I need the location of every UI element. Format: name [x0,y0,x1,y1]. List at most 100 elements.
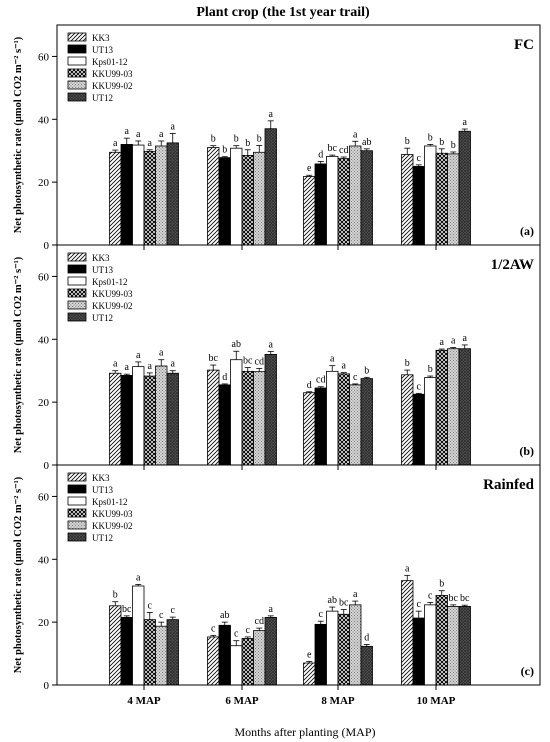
bar [349,384,362,466]
significance-label: a [159,129,164,140]
bar [337,613,350,686]
legend-swatch [67,532,87,542]
bar [424,377,437,466]
condition-label: FC [514,37,534,53]
bar [109,605,122,686]
legend-entry: Kps01-12 [92,57,128,67]
significance-label: ab [232,339,241,350]
legend-entry: UT12 [92,533,113,543]
bar [109,372,122,466]
legend-entry: KK3 [92,473,110,483]
bar [314,163,327,246]
bar [303,176,316,246]
bar [120,617,133,686]
significance-label: bc [243,356,253,367]
significance-label: d [318,149,323,160]
significance-label: c [319,609,324,620]
significance-label: ab [362,137,371,148]
significance-label: bc [328,143,338,154]
y-tick-label: 20 [38,617,50,629]
bar [241,638,254,686]
significance-label: d [307,380,312,391]
significance-label: c [353,372,358,383]
significance-label: b [113,590,118,601]
legend-entry: KKU99-02 [92,521,133,531]
condition-label: 1/2AW [491,257,534,273]
significance-label: a [159,348,164,359]
legend-entry: KKU99-02 [92,81,133,91]
bar [155,625,168,686]
significance-label: a [125,362,130,373]
legend-swatch [67,32,87,42]
bar [207,369,220,466]
significance-label: a [136,350,141,361]
y-tick-label: 40 [38,554,50,566]
figure-title: Plant crop (the 1st year trail) [196,5,370,20]
significance-label: c [159,610,164,621]
bar [401,374,414,466]
bar [155,365,168,466]
y-tick-label: 20 [38,177,50,189]
bar [337,373,350,466]
bar [132,144,145,246]
legend-swatch [67,312,87,322]
bar [424,145,437,246]
significance-label: b [234,134,239,145]
legend-swatch [67,508,87,518]
significance-label: a [113,138,118,149]
significance-label: ab [328,595,337,606]
bar [166,372,179,466]
significance-label: a [136,572,141,583]
significance-label: bc [460,593,470,604]
significance-label: a [451,335,456,346]
significance-label: b [245,138,250,149]
legend-entry: UT13 [92,45,113,55]
bar [264,617,277,686]
legend-entry: KK3 [92,33,110,43]
significance-label: a [148,138,153,149]
panel-2: 0 20 40 60 Net photosynthetic rate (μmol CO2… [13,244,541,472]
panel-1: 0 20 40 60 Net photosynthetic rate (μmol CO2… [13,24,541,252]
significance-label: c [171,605,176,616]
significance-label: c [246,625,251,636]
bar [218,157,231,246]
bar [143,375,156,466]
bar [253,630,266,686]
significance-label: b [405,358,410,369]
significance-label: c [148,600,153,611]
significance-label: a [269,340,274,351]
x-category-label: 8 MAP [321,695,355,707]
significance-label: a [125,126,130,137]
bar [447,348,460,466]
y-axis-label: Net photosynthetic rate (μmol CO2 m⁻² s⁻… [13,476,24,673]
bar [435,349,448,466]
bar [241,370,254,466]
legend-swatch [67,56,87,66]
bar [424,604,437,686]
significance-label: c [417,599,422,610]
bar [337,158,350,246]
legend-swatch [67,288,87,298]
bar [109,151,122,246]
significance-label: cd [255,616,264,627]
bar [458,130,471,246]
legend-swatch [67,472,87,482]
significance-label: a [269,109,274,120]
bar [166,142,179,246]
bar [253,151,266,246]
y-tick-label: 0 [44,460,50,472]
significance-label: ab [220,610,229,621]
legend-swatch [67,496,87,506]
y-axis-label: Net photosynthetic rate (μmol CO2 m⁻² s⁻… [13,256,24,453]
significance-label: b [222,145,227,156]
y-tick-label: 20 [38,397,50,409]
bar [132,585,145,686]
significance-label: b [439,137,444,148]
plot-frame [56,464,541,686]
bar [218,624,231,686]
bar [230,645,243,686]
x-axis-label: Months after planting (MAP) [235,725,376,739]
legend-entry: UT12 [92,313,113,323]
significance-label: c [428,590,433,601]
panel-3: 0 20 40 60 Net photosynthetic rate (μmol CO2… [13,464,541,692]
